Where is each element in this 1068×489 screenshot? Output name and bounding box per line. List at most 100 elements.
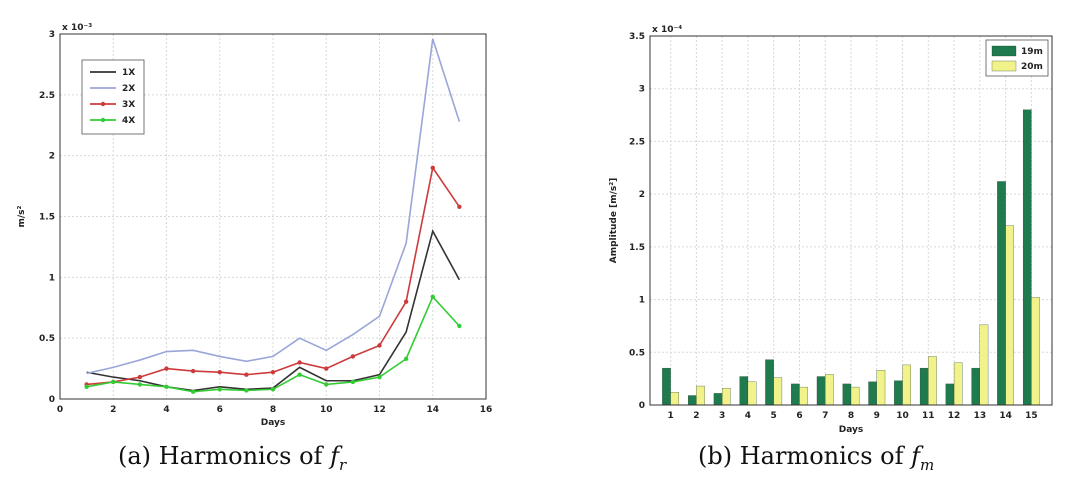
chart-a-point	[457, 204, 462, 209]
chart-b-ylabel: Amplitude [m/s²]	[609, 178, 619, 264]
chart-b-xtick-label: 4	[745, 411, 751, 421]
chart-a-point	[324, 366, 329, 371]
chart-a-xtick-label: 2	[110, 405, 116, 415]
chart-b-legend-swatch	[991, 60, 1017, 72]
chart-a-legend-label: 2X	[122, 84, 135, 94]
chart-a-xtick-label: 8	[270, 405, 276, 415]
chart-b-bar	[997, 181, 1006, 406]
chart-b-bar	[945, 383, 955, 406]
chart-a-point	[297, 372, 302, 377]
chart-a-ytick-label: 2.5	[39, 91, 55, 101]
chart-a-point	[430, 165, 435, 171]
chart-b-bar	[1031, 297, 1040, 406]
chart-a-frame	[59, 33, 487, 400]
chart-a-point	[190, 389, 196, 394]
chart-b-xtick-label: 10	[896, 411, 909, 421]
chart-a-point	[403, 299, 409, 304]
chart-a-point	[270, 387, 276, 392]
chart-a-point	[244, 388, 249, 393]
chart-a-xtick-label: 10	[320, 405, 333, 415]
chart-b-xtick-label: 14	[999, 411, 1012, 421]
chart-b-ytick-label: 2	[639, 190, 645, 200]
chart-a-point	[350, 379, 356, 385]
chart-b-bar	[902, 364, 911, 406]
chart-b-xtick-label: 5	[771, 411, 777, 421]
chart-a-xtick-label: 12	[373, 405, 386, 415]
chart-b-bar	[773, 377, 783, 406]
chart-b-bar	[791, 383, 800, 406]
chart-a-ytick-label: 1	[49, 273, 55, 283]
chart-a-ytick-label: 2	[49, 152, 55, 162]
chart-b-bar	[816, 376, 826, 406]
chart-b-xtick-label: 11	[922, 411, 935, 421]
chart-a-point	[457, 323, 462, 329]
chart-a-series-line	[86, 38, 461, 375]
chart-a-xtick-label: 6	[217, 405, 223, 415]
caption-a: (a) Harmonics of fr	[118, 442, 346, 474]
chart-a-point	[217, 370, 222, 375]
chart-a-point	[217, 387, 222, 392]
chart-b-bar	[687, 395, 697, 406]
chart-b-bar	[713, 393, 723, 406]
chart-a-xlabel: Days	[261, 418, 286, 428]
chart-a: 0 2 4 6 8 10 12 14 16 0 0.5 1 1.5 2 2.5 3 x 10⁻³ Days m/s²…	[17, 23, 492, 428]
chart-a-point	[377, 374, 382, 380]
chart-b-xtick-label: 15	[1025, 411, 1038, 421]
chart-b-ytick-label: 3	[639, 85, 645, 95]
chart-b-bar	[928, 356, 937, 406]
chart-a-point	[377, 343, 382, 348]
chart-a-ytick-label: 1.5	[39, 213, 55, 223]
chart-a-xtick-label: 16	[480, 405, 493, 415]
chart-b-xtick-label: 7	[822, 411, 828, 421]
chart-a-ylabel: m/s²	[17, 205, 27, 227]
chart-b-bar	[722, 387, 731, 406]
chart-a-point	[324, 382, 329, 387]
chart-a-point	[350, 354, 356, 359]
chart-b-bar	[876, 370, 886, 406]
chart-b-ytick-label: 1.5	[629, 243, 645, 253]
caption-b: (b) Harmonics of fm	[698, 442, 934, 474]
chart-a-legend-marker	[100, 101, 106, 107]
chart-b-bar	[971, 367, 980, 406]
caption-a-prefix: (a) Harmonics of	[118, 442, 331, 470]
chart-b-ytick-label: 2.5	[629, 137, 645, 147]
chart-b-bar	[670, 392, 680, 406]
chart-a-point	[190, 368, 196, 374]
chart-a-xtick-label: 14	[426, 405, 439, 415]
chart-a-legend-label: 1X	[122, 68, 135, 78]
chart-b-frame	[649, 35, 1053, 406]
chart-b-xlabel: Days	[839, 425, 864, 435]
caption-a-symbol: f	[330, 442, 339, 470]
chart-b-bar	[696, 385, 705, 406]
chart-a-point	[270, 370, 276, 375]
chart-b-xtick-label: 1	[667, 411, 673, 421]
chart-b-bar	[868, 381, 877, 406]
chart-b-bar	[850, 386, 860, 406]
chart-b-bar	[894, 380, 903, 406]
chart-b-bar	[979, 324, 989, 406]
chart-b-xtick-label: 2	[693, 411, 699, 421]
chart-b-bar	[953, 362, 963, 406]
chart-a-legend-marker	[100, 117, 106, 123]
chart-b-bar	[1022, 109, 1032, 406]
chart-a-point	[403, 356, 409, 362]
chart-a-xtick-label: 4	[163, 405, 169, 415]
chart-a-legend-label: 4X	[122, 116, 135, 126]
chart-b-xtick-label: 8	[848, 411, 854, 421]
chart-b-xtick-label: 3	[719, 411, 725, 421]
chart-a-point	[84, 384, 89, 390]
chart-b-xtick-label: 13	[974, 411, 987, 421]
chart-b-bar	[842, 383, 852, 406]
chart-b-bar	[919, 367, 929, 406]
chart-b-bar	[799, 386, 808, 406]
chart-b-bar	[739, 376, 749, 406]
chart-b-legend-label: 20m	[1021, 62, 1043, 72]
chart-b-bar	[1005, 225, 1015, 406]
chart-a-point	[430, 294, 435, 299]
chart-b-ytick-label: 3.5	[629, 32, 645, 42]
chart-b-legend-label: 19m	[1021, 47, 1043, 57]
chart-b-bar	[662, 367, 671, 406]
chart-b-bar	[825, 374, 834, 406]
